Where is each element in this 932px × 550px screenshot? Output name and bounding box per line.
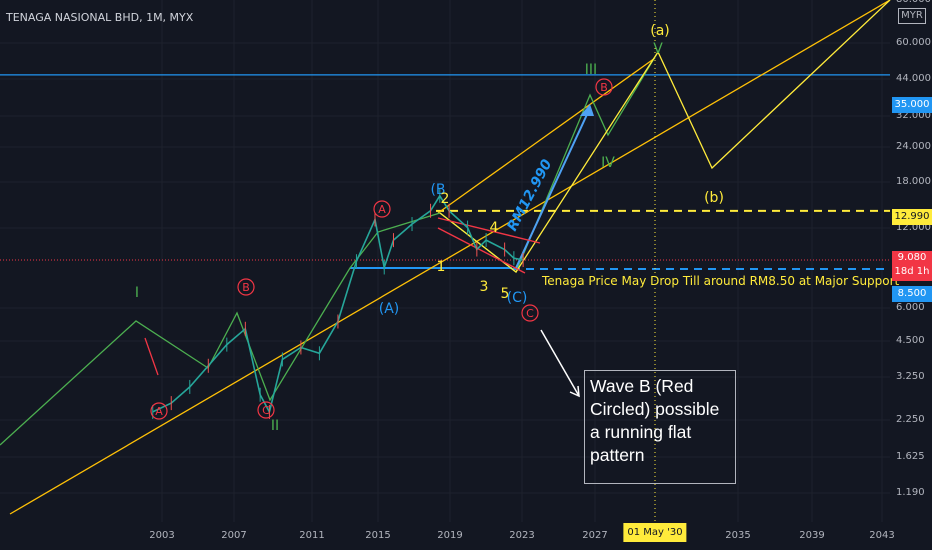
wave-label: II xyxy=(271,418,279,434)
wave-label: (A) xyxy=(379,301,400,317)
time-axis-tick: 2023 xyxy=(509,530,535,541)
price-axis-tick: 2.250 xyxy=(896,414,925,425)
wave-label: I xyxy=(135,285,139,301)
note-line: Wave B (Red xyxy=(590,376,694,396)
price-axis-tick: 6.000 xyxy=(896,302,925,313)
time-axis-tick: 2007 xyxy=(221,530,247,541)
wave-label-circle xyxy=(150,402,168,420)
wave-label: (a) xyxy=(650,23,670,39)
wave-label: C xyxy=(526,307,534,320)
wave-label: III xyxy=(585,62,597,78)
wave-label: C xyxy=(262,404,270,417)
wave-label-circle xyxy=(257,401,275,419)
wave-label: V xyxy=(653,41,663,57)
time-axis-tick: 2019 xyxy=(437,530,463,541)
currency-badge[interactable]: MYR xyxy=(898,8,926,24)
wave-label-circle xyxy=(521,304,539,322)
time-axis-tick: 2043 xyxy=(869,530,895,541)
wave-label: 2 xyxy=(441,191,450,207)
wave-label: B xyxy=(600,81,608,94)
price-axis-tick: 12.000 xyxy=(896,222,931,233)
chart-title: TENAGA NASIONAL BHD, 1M, MYX xyxy=(6,11,194,24)
wave-label: 5 xyxy=(501,286,510,302)
time-axis-tick: 2015 xyxy=(365,530,391,541)
time-axis-tick: 2035 xyxy=(725,530,751,541)
note-line: Circled) possible xyxy=(590,399,720,419)
price-axis-tick: 18.000 xyxy=(896,176,931,187)
wave-label: 3 xyxy=(480,279,489,295)
trendline-lower xyxy=(9,0,891,515)
wedge-lower xyxy=(437,227,526,274)
wave-label: A xyxy=(155,405,163,418)
price-axis-tick: 24.000 xyxy=(896,141,931,152)
price-axis-tick: 3.250 xyxy=(896,371,925,382)
note-arrow xyxy=(540,329,580,397)
wave-label: IV xyxy=(601,155,615,171)
price-axis-tick: 1.625 xyxy=(896,451,925,462)
price-tag: 8.500 xyxy=(892,286,932,302)
wave-label-circle xyxy=(595,78,613,96)
wave-path-green xyxy=(0,51,659,446)
price-tag: 35.000 xyxy=(892,97,932,113)
price-tag: 9.080 18d 1h xyxy=(892,251,932,281)
time-axis-tick: 2003 xyxy=(149,530,175,541)
note-line: a running flat xyxy=(590,422,692,442)
price-series-line xyxy=(152,194,524,415)
time-axis-tick: 2011 xyxy=(299,530,325,541)
time-axis-tick: 2039 xyxy=(799,530,825,541)
wave-label: 1 xyxy=(437,259,446,275)
time-axis-tick: 2027 xyxy=(582,530,608,541)
arrow-head xyxy=(580,104,594,116)
price-tag: 12.990 xyxy=(892,209,932,225)
trendline-upper xyxy=(437,57,656,214)
price-axis-tick: 4.500 xyxy=(896,335,925,346)
wave-label-circle xyxy=(237,278,255,296)
wave-label: B xyxy=(242,281,250,294)
wave-path-yellow xyxy=(439,0,891,273)
wave-label: (b) xyxy=(704,190,724,206)
note-line: pattern xyxy=(590,445,645,465)
wave-label-circle xyxy=(373,200,391,218)
time-cursor-label: 01 May '30 xyxy=(623,523,687,542)
price-axis-tick: 32.000 xyxy=(896,110,931,121)
wave-label: (C) xyxy=(507,290,528,306)
support-note-label: Tenaga Price May Drop Till around RM8.50… xyxy=(541,274,900,288)
wave-b-note-box: Wave B (Red Circled) possible a running … xyxy=(584,370,736,484)
projection-arrow xyxy=(515,107,591,269)
price-axis-tick: 80.000 xyxy=(896,0,931,5)
red-swing xyxy=(144,337,159,376)
wedge-upper xyxy=(437,217,541,244)
price-axis-tick: 44.000 xyxy=(896,73,931,84)
wave-label: A xyxy=(378,203,386,216)
price-axis-tick: 1.190 xyxy=(896,487,925,498)
note-arrow-head xyxy=(569,385,580,398)
wave-label: 4 xyxy=(490,220,499,236)
wave-label: (B xyxy=(430,182,445,198)
price-axis-tick: 60.000 xyxy=(896,37,931,48)
